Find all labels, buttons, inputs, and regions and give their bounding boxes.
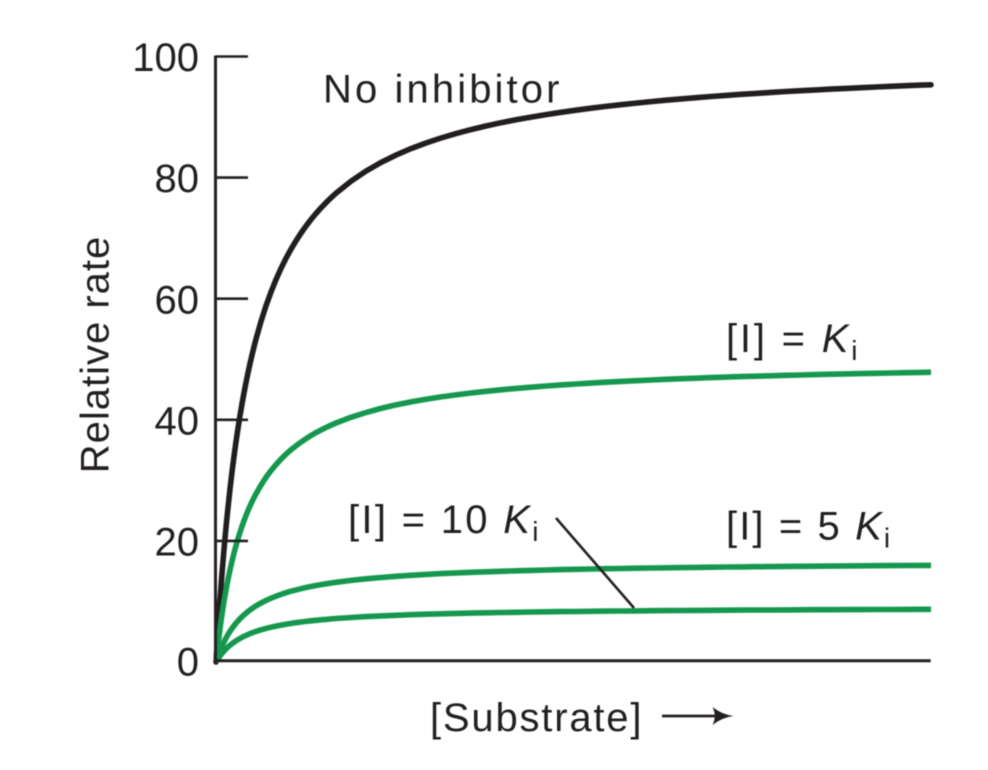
svg-text:[Substrate]: [Substrate]	[430, 696, 643, 740]
svg-text:[I] = 10 Ki: [I] = 10 Ki	[348, 498, 541, 547]
svg-text:60: 60	[155, 278, 200, 322]
svg-text:20: 20	[155, 521, 200, 565]
svg-text:40: 40	[155, 399, 200, 443]
svg-text:[I] = Ki: [I] = Ki	[726, 317, 860, 366]
svg-text:80: 80	[155, 157, 200, 201]
svg-text:[I] = 5 Ki: [I] = 5 Ki	[726, 505, 892, 554]
svg-text:100: 100	[132, 36, 199, 80]
svg-text:0: 0	[177, 640, 199, 684]
svg-text:Relative rate: Relative rate	[74, 236, 118, 474]
svg-text:No inhibitor: No inhibitor	[323, 68, 563, 112]
